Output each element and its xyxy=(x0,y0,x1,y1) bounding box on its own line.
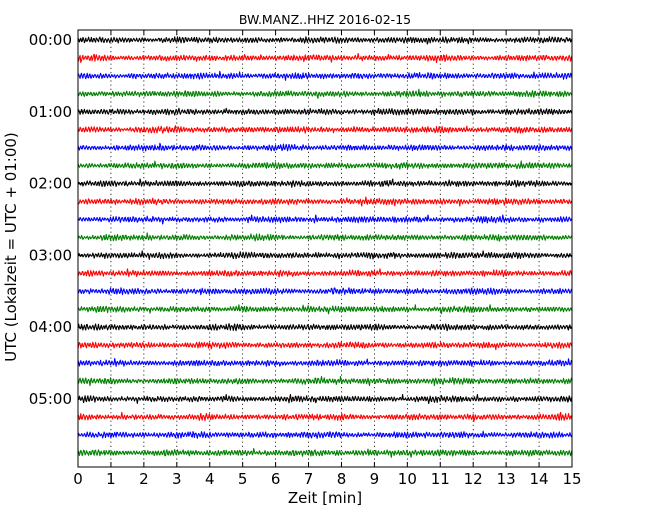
trace-line xyxy=(77,447,573,458)
trace-line xyxy=(77,268,573,278)
y-tick-label: 05:00 xyxy=(29,390,72,408)
trace-line xyxy=(77,178,573,188)
x-tick-label: 13 xyxy=(497,470,516,488)
grid-lines xyxy=(110,30,540,467)
trace-line xyxy=(77,376,573,387)
plot-frame xyxy=(77,29,573,468)
y-tick-label: 02:00 xyxy=(29,175,72,193)
x-tick-label: 15 xyxy=(562,470,581,488)
trace-line xyxy=(77,287,573,296)
x-tick-label: 9 xyxy=(370,470,380,488)
trace-line xyxy=(77,196,573,207)
x-tick-label: 6 xyxy=(271,470,281,488)
trace-line xyxy=(77,323,573,332)
x-tick-label: 14 xyxy=(530,470,549,488)
trace-line xyxy=(77,142,573,152)
trace-line xyxy=(77,36,573,45)
trace-line xyxy=(77,52,573,64)
x-tick-label: 10 xyxy=(398,470,417,488)
x-tick-label: 4 xyxy=(205,470,215,488)
x-tick-label: 0 xyxy=(73,470,83,488)
y-tick-label: 00:00 xyxy=(29,31,72,49)
trace-line xyxy=(77,430,573,439)
trace-line xyxy=(77,341,573,351)
y-tick-label: 01:00 xyxy=(29,103,72,121)
trace-line xyxy=(77,358,573,367)
x-tick-label: 12 xyxy=(464,470,483,488)
trace-line xyxy=(77,232,573,242)
trace-line xyxy=(77,160,573,170)
trace-line xyxy=(77,88,573,99)
trace-line xyxy=(77,125,573,134)
trace-line xyxy=(77,250,573,260)
y-tick-label: 03:00 xyxy=(29,246,72,264)
trace-line xyxy=(77,214,573,225)
x-tick-label: 11 xyxy=(431,470,450,488)
y-tick-label: 04:00 xyxy=(29,318,72,336)
trace-line xyxy=(77,70,573,81)
trace-line xyxy=(77,107,573,117)
x-axis-ticks: 0 1 2 3 4 5 6 7 8 9 10 11 12 13 14 15 xyxy=(73,30,582,488)
trace-line xyxy=(77,304,573,315)
x-axis-label: Zeit [min] xyxy=(288,489,362,507)
trace-line xyxy=(77,411,573,422)
y-axis-label: UTC (Lokalzeit = UTC + 01:00) xyxy=(2,132,20,362)
x-tick-label: 8 xyxy=(337,470,347,488)
y-axis-ticks: 00:00 01:00 02:00 03:00 04:00 05:00 xyxy=(29,31,572,408)
x-tick-label: 2 xyxy=(139,470,149,488)
x-tick-label: 7 xyxy=(304,470,314,488)
chart-title: BW.MANZ..HHZ 2016-02-15 xyxy=(239,12,411,27)
trace-group xyxy=(77,36,573,458)
trace-line xyxy=(77,393,573,405)
x-tick-label: 1 xyxy=(106,470,116,488)
x-tick-label: 5 xyxy=(238,470,248,488)
x-tick-label: 3 xyxy=(172,470,182,488)
